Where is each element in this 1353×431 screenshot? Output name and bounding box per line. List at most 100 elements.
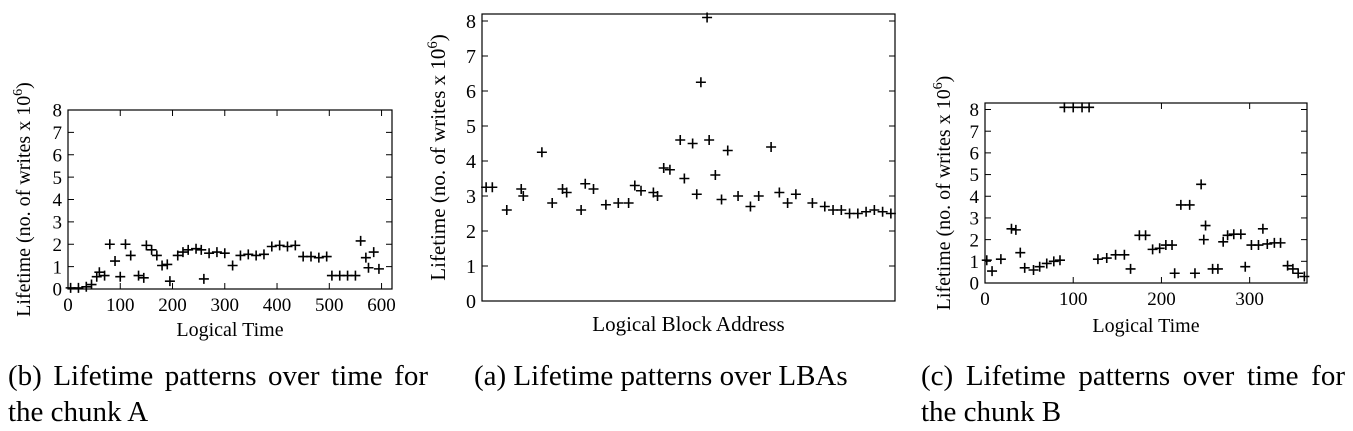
x-tick-label: 0 [980,289,990,310]
data-point [487,182,498,193]
x-axis-label: Logical Time [176,319,283,341]
y-axis-label: Lifetime (no. of writes x 106) [931,76,955,311]
data-point [600,199,611,210]
data-point [355,235,366,246]
data-point [745,201,756,212]
data-point [196,244,207,255]
data-point [1119,249,1130,260]
data-point [363,262,374,273]
data-point [258,249,269,260]
data-point [687,138,698,149]
y-tick-label: 0 [466,291,476,313]
series-points [981,102,1310,282]
x-tick-label: 100 [1059,289,1088,310]
data-point [1010,224,1021,235]
data-point [73,282,84,293]
data-point [852,208,863,219]
data-point [227,260,238,271]
y-axis-label: Lifetime (no. of writes x 106) [11,82,35,317]
data-point [1212,263,1223,274]
data-point [172,250,183,261]
y-tick-label: 2 [53,235,63,256]
data-point [274,240,285,251]
data-point [1167,240,1178,251]
data-point [733,191,744,201]
data-point [588,184,599,194]
data-point [1028,264,1039,275]
data-point [138,272,149,283]
data-point [722,145,733,156]
x-tick-label: 200 [1147,289,1176,310]
data-point [995,254,1006,265]
data-point [211,247,222,258]
data-point [1006,223,1017,234]
data-point [1084,102,1095,113]
data-point [1154,243,1165,254]
data-point [1262,238,1273,249]
data-point [162,259,173,270]
y-tick-label: 7 [53,123,63,144]
x-tick-label: 600 [367,295,396,316]
data-point [501,205,512,215]
data-point [151,250,162,261]
data-point [636,185,647,196]
data-point [219,248,230,259]
data-point [869,205,880,215]
data-point [290,240,301,251]
data-point [629,180,640,191]
data-point [1253,240,1264,251]
data-point [321,251,332,262]
data-point [1169,268,1180,279]
data-point [99,270,110,281]
data-point [877,206,888,217]
data-point [1198,234,1209,245]
caption-a: (a) Lifetime patterns over LBAs [474,360,848,392]
data-point [198,273,209,284]
data-point [133,270,144,281]
x-tick-label: 0 [63,295,73,316]
data-point [177,247,188,258]
data-point [836,205,847,215]
data-point [782,198,793,208]
data-point [664,164,675,175]
data-point [373,263,384,274]
data-point [115,271,126,282]
data-point [120,239,131,250]
x-axis-label: Logical Time [1092,315,1199,337]
caption-b: (b) Lifetime patterns over time for the … [8,360,428,428]
data-point [710,170,721,180]
data-point [753,191,764,201]
y-tick-label: 5 [53,168,63,189]
y-tick-label: 1 [53,257,63,278]
data-point [104,239,115,250]
data-point [125,250,136,261]
y-tick-label: 4 [466,151,476,173]
data-point [1257,223,1268,234]
data-point [1189,268,1200,279]
data-point [1293,268,1304,279]
data-point [1015,247,1026,258]
series-points [481,12,896,219]
x-tick-label: 100 [106,295,135,316]
x-tick-label: 500 [315,295,344,316]
data-point [1092,254,1103,265]
y-tick-label: 4 [970,187,980,208]
data-point [251,250,262,261]
data-point [1125,263,1136,274]
y-tick-label: 6 [466,81,476,103]
data-point [204,248,215,259]
data-point [1196,179,1207,190]
data-point [774,187,785,198]
data-point [623,198,634,208]
data-point [675,135,686,145]
y-tick-label: 5 [466,116,476,138]
plot-frame [481,13,896,302]
data-point [790,189,801,200]
data-point [360,252,371,263]
y-tick-label: 5 [970,165,980,186]
data-point [1041,258,1052,269]
data-point [766,142,777,152]
